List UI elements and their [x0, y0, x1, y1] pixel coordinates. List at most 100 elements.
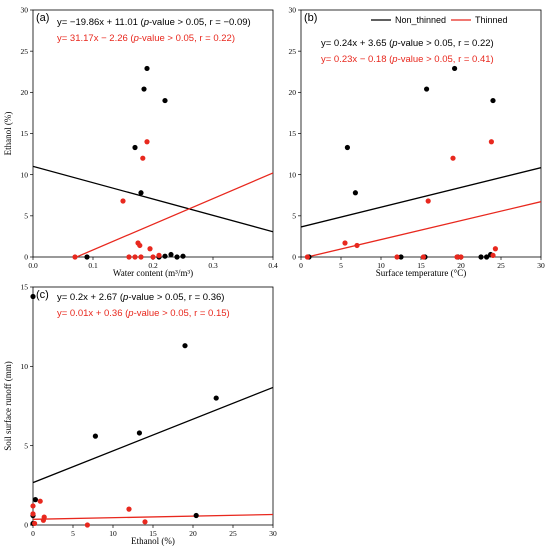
- x-tick-label-b: 30: [537, 261, 545, 270]
- data-point-thinned-b: [458, 254, 464, 260]
- data-point-thinned-a: [72, 254, 78, 260]
- data-point-thinned-c: [30, 503, 36, 509]
- x-axis-label-c: Ethanol (%): [131, 536, 175, 546]
- data-point-thinned-a: [137, 242, 143, 249]
- data-point-thinned-a: [138, 254, 144, 260]
- data-point-thinned-b: [420, 254, 426, 260]
- x-tick-label-b: 5: [339, 261, 343, 270]
- data-point-thinned-a: [144, 139, 150, 145]
- y-tick-label-a: 30: [21, 6, 29, 15]
- plot-frame-a: [32, 9, 274, 258]
- y-tick-label-a: 20: [21, 88, 29, 97]
- y-tick-label-c: 5: [24, 441, 28, 450]
- data-point-non-thinned-b: [490, 97, 496, 104]
- x-tick-label-b: 25: [497, 261, 505, 270]
- x-tick-label-c: 10: [109, 529, 117, 538]
- x-tick-label-a: 0.1: [88, 261, 98, 270]
- data-point-non-thinned-b: [344, 144, 350, 151]
- y-tick-label-a: 15: [21, 129, 29, 138]
- data-point-non-thinned-b: [352, 190, 358, 196]
- data-point-non-thinned-b: [484, 254, 490, 260]
- data-point-thinned-b: [490, 252, 496, 258]
- y-tick-label-b: 0: [292, 253, 296, 262]
- x-tick-label-b: 10: [377, 261, 385, 270]
- x-tick-label-a: 0.4: [268, 261, 278, 270]
- y-tick-label-a: 25: [21, 47, 29, 56]
- x-tick-label-a: 0.3: [208, 261, 218, 270]
- equation-thinned-a: y= 31.17x − 2.26 (p-value > 0.05, r = 0.…: [57, 33, 235, 44]
- y-tick-label-b: 10: [289, 170, 297, 179]
- y-tick-label-a: 10: [21, 170, 29, 179]
- data-point-non-thinned-b: [424, 86, 430, 92]
- data-point-non-thinned-c: [136, 430, 142, 436]
- fit-line-thinned-c: [33, 513, 273, 520]
- data-point-non-thinned-c: [92, 433, 98, 439]
- data-point-thinned-b: [342, 240, 348, 246]
- y-tick-label-c: 0: [24, 521, 28, 530]
- data-point-non-thinned-a: [180, 253, 186, 259]
- x-tick-label-a: 0.0: [28, 261, 38, 270]
- data-point-non-thinned-c: [182, 343, 188, 349]
- data-point-thinned-c: [31, 520, 38, 527]
- equation-non-thinned-b: y= 0.24x + 3.65 (p-value > 0.05, r = 0.2…: [321, 38, 494, 49]
- equation-non-thinned-a: y= −19.86x + 11.01 (p-value > 0.05, r = …: [57, 17, 251, 28]
- data-point-non-thinned-c: [193, 512, 199, 519]
- data-point-non-thinned-a: [141, 86, 147, 92]
- data-point-thinned-a: [147, 246, 153, 252]
- data-point-thinned-a: [120, 198, 126, 204]
- panel-label-a: (a): [36, 12, 49, 24]
- y-tick-label-b: 20: [289, 88, 297, 97]
- y-tick-label-c: 15: [21, 283, 29, 292]
- x-tick-label-b: 0: [299, 261, 303, 270]
- y-axis-label-a: Ethanol (%): [3, 112, 13, 156]
- data-point-thinned-b: [492, 246, 498, 252]
- fit-line-thinned-b: [304, 201, 541, 257]
- data-point-non-thinned-a: [138, 190, 144, 196]
- x-axis-label-a: Water content (m³/m³): [113, 268, 193, 278]
- x-tick-label-b: 20: [457, 261, 465, 270]
- fit-line-non-thinned-c: [33, 386, 273, 484]
- data-point-non-thinned-a: [84, 254, 90, 260]
- data-point-thinned-c: [40, 517, 47, 523]
- data-point-thinned-a: [156, 252, 162, 258]
- data-point-thinned-b: [450, 155, 456, 161]
- data-point-thinned-c: [84, 522, 90, 528]
- y-axis-label-c: Soil surface runoff (mm): [3, 361, 13, 451]
- data-point-thinned-c: [30, 511, 36, 517]
- data-point-thinned-b: [454, 254, 460, 260]
- equation-non-thinned-c: y= 0.2x + 2.67 (p-value > 0.05, r = 0.36…: [57, 292, 224, 303]
- data-point-non-thinned-a: [144, 65, 150, 72]
- data-point-non-thinned-c: [30, 293, 36, 300]
- data-point-non-thinned-a: [132, 144, 138, 151]
- panel-label-c: (c): [36, 289, 49, 301]
- y-tick-label-a: 5: [24, 212, 28, 221]
- x-axis-label-b: Surface temperature (°C): [376, 268, 467, 278]
- x-tick-label-c: 25: [229, 529, 237, 538]
- data-point-non-thinned-a: [168, 251, 174, 258]
- y-tick-label-b: 25: [289, 47, 297, 56]
- data-point-thinned-a: [132, 254, 138, 260]
- data-point-thinned-a: [126, 254, 132, 260]
- x-tick-label-a: 0.2: [148, 261, 158, 270]
- x-tick-label-c: 0: [31, 529, 35, 538]
- y-tick-label-c: 10: [21, 362, 29, 371]
- x-tick-label-c: 5: [71, 529, 75, 538]
- data-point-non-thinned-a: [162, 97, 168, 104]
- data-point-thinned-c: [142, 519, 148, 525]
- data-point-thinned-b: [354, 242, 360, 249]
- fit-line-thinned-a: [74, 172, 273, 257]
- data-point-thinned-c: [126, 506, 132, 512]
- fit-line-non-thinned-a: [33, 165, 273, 233]
- y-tick-label-b: 15: [289, 129, 297, 138]
- legend-label-non-thinned: Non_thinned: [395, 15, 446, 25]
- y-tick-label-a: 0: [24, 253, 28, 262]
- data-point-thinned-a: [140, 155, 146, 161]
- data-point-thinned-b: [304, 254, 310, 260]
- x-tick-label-b: 15: [417, 261, 425, 270]
- data-point-thinned-b: [425, 198, 431, 204]
- data-point-non-thinned-c: [32, 497, 39, 503]
- plot-frame-c: [32, 286, 274, 526]
- data-point-non-thinned-c: [213, 395, 219, 401]
- x-tick-label-c: 30: [269, 529, 277, 538]
